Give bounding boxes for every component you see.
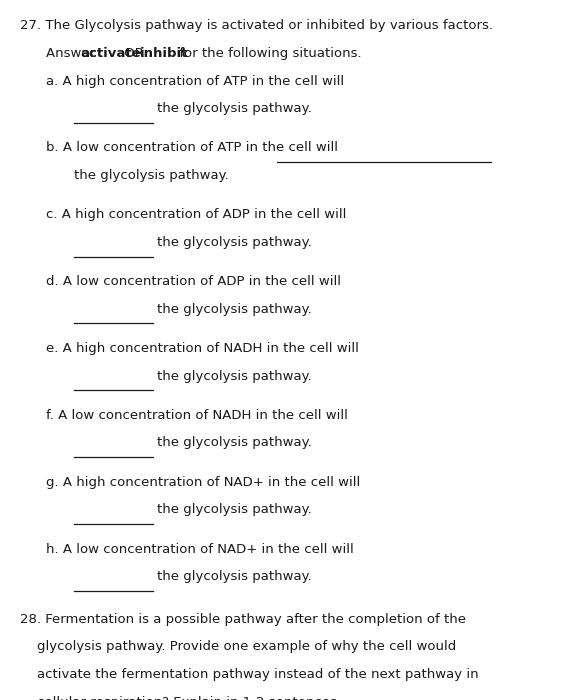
Text: 27. The Glycolysis pathway is activated or inhibited by various factors.: 27. The Glycolysis pathway is activated … [20, 20, 493, 32]
Text: inhibit: inhibit [140, 47, 189, 60]
Text: the glycolysis pathway.: the glycolysis pathway. [157, 437, 311, 449]
Text: the glycolysis pathway.: the glycolysis pathway. [157, 102, 311, 116]
Text: f. A low concentration of NADH in the cell will: f. A low concentration of NADH in the ce… [46, 409, 348, 422]
Text: activate the fermentation pathway instead of the next pathway in: activate the fermentation pathway instea… [20, 668, 479, 681]
Text: glycolysis pathway. Provide one example of why the cell would: glycolysis pathway. Provide one example … [20, 640, 457, 653]
Text: the glycolysis pathway.: the glycolysis pathway. [157, 503, 311, 517]
Text: Answer: Answer [46, 47, 99, 60]
Text: the glycolysis pathway.: the glycolysis pathway. [157, 370, 311, 383]
Text: for the following situations.: for the following situations. [175, 47, 361, 60]
Text: g. A high concentration of NAD+ in the cell will: g. A high concentration of NAD+ in the c… [46, 476, 360, 489]
Text: OR: OR [120, 47, 149, 60]
Text: c. A high concentration of ADP in the cell will: c. A high concentration of ADP in the ce… [46, 209, 346, 221]
Text: 28. Fermentation is a possible pathway after the completion of the: 28. Fermentation is a possible pathway a… [20, 612, 466, 626]
Text: the glycolysis pathway.: the glycolysis pathway. [157, 236, 311, 249]
Text: d. A low concentration of ADP in the cell will: d. A low concentration of ADP in the cel… [46, 275, 341, 288]
Text: activate: activate [81, 47, 141, 60]
Text: e. A high concentration of NADH in the cell will: e. A high concentration of NADH in the c… [46, 342, 359, 355]
Text: h. A low concentration of NAD+ in the cell will: h. A low concentration of NAD+ in the ce… [46, 542, 354, 556]
Text: the glycolysis pathway.: the glycolysis pathway. [157, 570, 311, 583]
Text: a. A high concentration of ATP in the cell will: a. A high concentration of ATP in the ce… [46, 75, 344, 88]
Text: the glycolysis pathway.: the glycolysis pathway. [74, 169, 229, 182]
Text: cellular respiration? Explain in 1-2 sentences.: cellular respiration? Explain in 1-2 sen… [20, 696, 341, 700]
Text: b. A low concentration of ATP in the cell will: b. A low concentration of ATP in the cel… [46, 141, 338, 155]
Text: the glycolysis pathway.: the glycolysis pathway. [157, 303, 311, 316]
